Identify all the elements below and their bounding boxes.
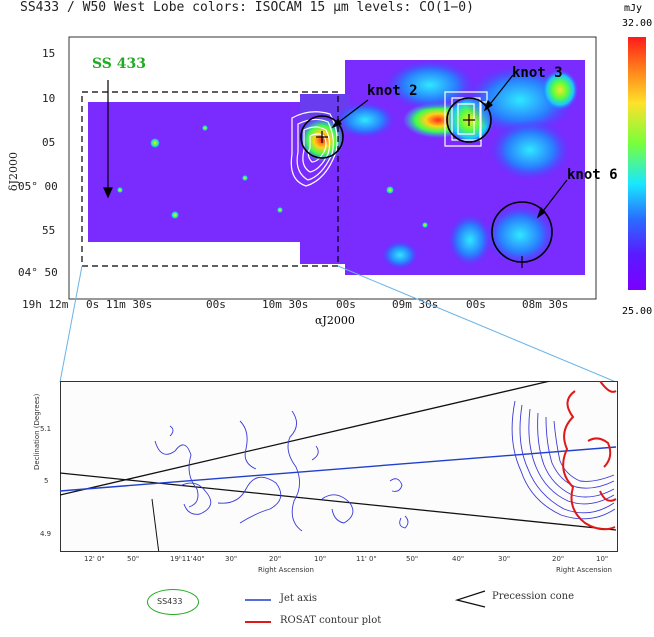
bottom-plot-frame (60, 381, 618, 552)
x-tick-bottom-4: 20" (269, 555, 282, 563)
x-tick-bottom-0: 12' 0" (84, 555, 105, 563)
knot6-label: knot 6 (567, 167, 618, 183)
isocam-map (68, 36, 597, 300)
knot6-arrow (539, 179, 568, 216)
x-tick-7: 08m 30s (522, 298, 569, 311)
top-figure-title: SS433 / W50 West Lobe colors: ISOCAM 15 … (20, 0, 474, 15)
x-tick-bottom-7: 50" (406, 555, 419, 563)
jet-axis-line (60, 446, 617, 492)
colorbar-unit: mJy (624, 3, 643, 14)
x-axis-label-bottom-1: Right Ascension (258, 566, 314, 574)
colorbar (628, 37, 646, 290)
legend-jet-axis: Jet axis (280, 593, 318, 604)
x-tick-bottom-11: 10" (596, 555, 609, 563)
x-tick-bottom-5: 10" (314, 555, 327, 563)
ss433-pointer (151, 498, 160, 551)
y-tick-bottom-1: 5 (44, 477, 49, 485)
y-tick-15: 15 (42, 47, 56, 60)
y-tick-05deg00: 05° 00 (18, 180, 58, 193)
colorbar-max: 32.00 (622, 18, 653, 29)
x-tick-1: 0s 11m 30s (86, 298, 153, 311)
knot3-arrow (486, 74, 514, 109)
precession-cone-lines (60, 381, 617, 531)
knot2-arrow (334, 99, 369, 126)
x-tick-bottom-6: 11' 0" (356, 555, 377, 563)
x-tick-2: 00s (206, 298, 226, 311)
colorbar-min: 25.00 (622, 306, 653, 317)
y-tick-04deg50: 04° 50 (18, 266, 58, 279)
rosat-contours (562, 381, 617, 531)
y-tick-05: 05 (42, 136, 56, 149)
y-tick-bottom-0: 5.1 (40, 425, 52, 433)
bottom-plot (60, 381, 617, 551)
knot3-circle (446, 97, 492, 143)
x-tick-bottom-2: 19ʰ11'40" (170, 555, 205, 563)
x-tick-bottom-3: 30" (225, 555, 238, 563)
x-tick-5: 09m 30s (392, 298, 439, 311)
x-tick-0: 19h 12m (22, 298, 69, 311)
ss433-ring (147, 589, 199, 615)
x-axis-label-bottom-2: Right Ascension (556, 566, 612, 574)
x-tick-bottom-1: 50" (127, 555, 140, 563)
radio-contours (154, 410, 409, 532)
legend-graphics (245, 590, 486, 623)
knot3-label: knot 3 (512, 65, 563, 81)
x-axis-label-top: αJ2000 (315, 314, 355, 327)
ss433-label-bottom: SS433 (157, 597, 183, 606)
x-tick-3: 10m 30s (262, 298, 309, 311)
x-tick-6: 00s (466, 298, 486, 311)
y-tick-bottom-2: 4.9 (40, 530, 52, 538)
knot2-label: knot 2 (367, 83, 418, 99)
y-tick-55: 55 (42, 224, 56, 237)
ss433-label-top: SS 433 (92, 56, 147, 72)
legend-cone-swatch (454, 590, 486, 608)
x-tick-bottom-9: 30" (498, 555, 511, 563)
map-patch-left (88, 102, 300, 242)
x-tick-4: 00s (336, 298, 356, 311)
x-tick-bottom-10: 20" (552, 555, 565, 563)
legend-rosat: ROSAT contour plot (280, 615, 382, 626)
contour-cluster (511, 400, 616, 520)
zoom-region-box (81, 91, 339, 267)
x-tick-bottom-8: 40" (452, 555, 465, 563)
y-tick-10: 10 (42, 92, 56, 105)
legend-precession-cone: Precession cone (492, 591, 575, 602)
emission-knot6 (485, 205, 555, 265)
zoom-connectors (59, 265, 617, 383)
knot2-circle (300, 115, 344, 159)
